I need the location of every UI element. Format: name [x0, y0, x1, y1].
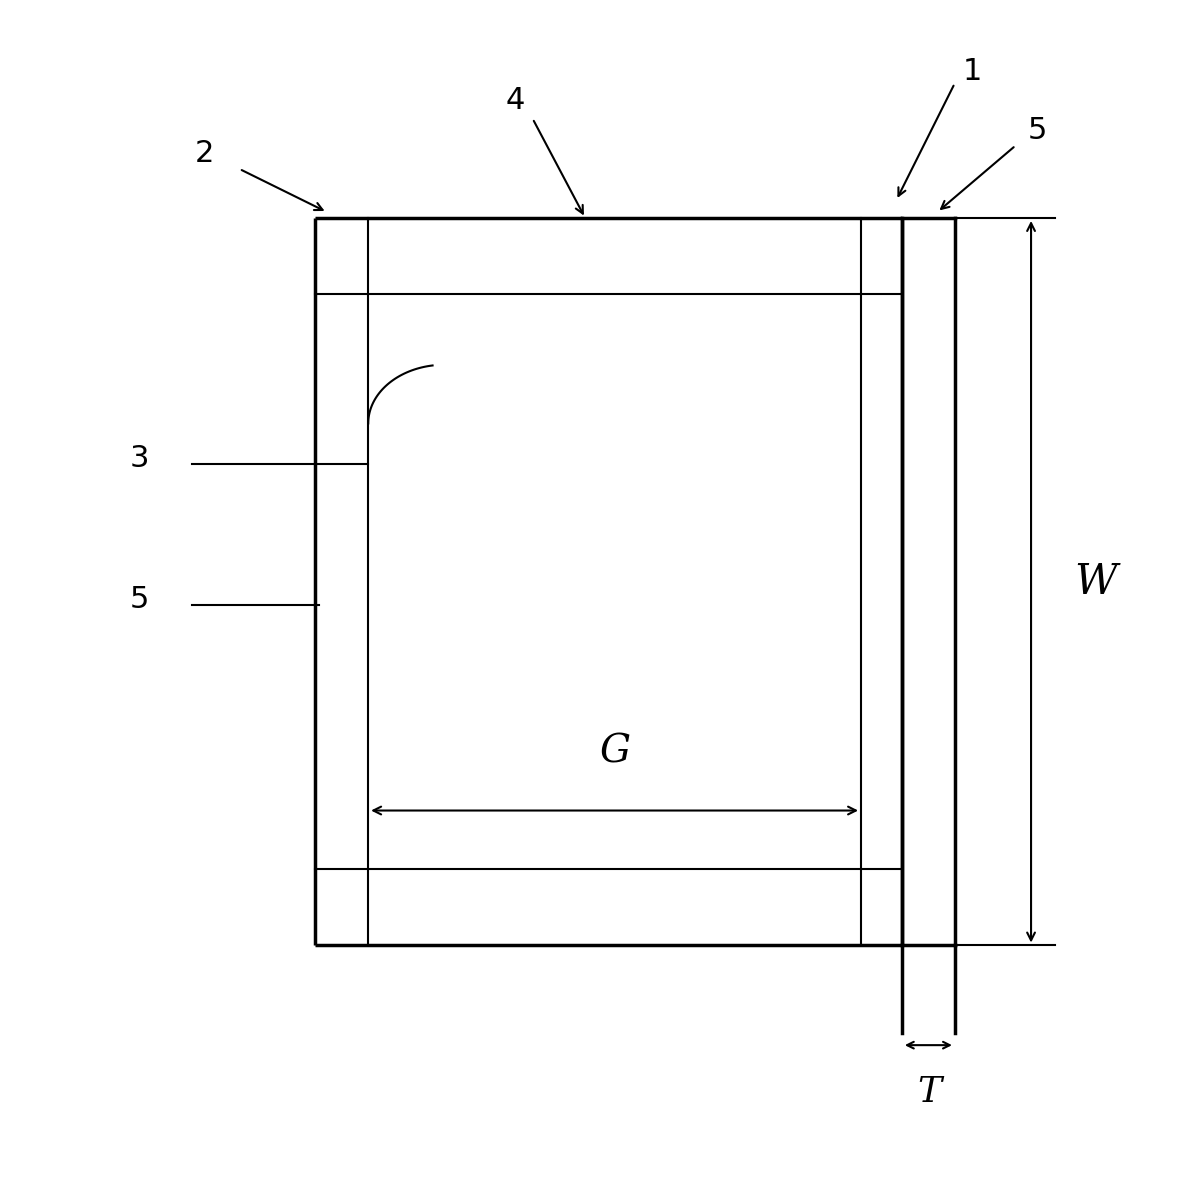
Text: 2: 2	[195, 139, 214, 169]
Text: 3: 3	[130, 444, 149, 474]
Text: 5: 5	[1027, 115, 1047, 145]
Text: G: G	[599, 734, 630, 770]
Text: 1: 1	[962, 57, 983, 85]
Text: W: W	[1075, 560, 1116, 603]
Text: 4: 4	[505, 87, 524, 115]
Text: 5: 5	[130, 585, 149, 614]
Text: T: T	[917, 1075, 941, 1109]
